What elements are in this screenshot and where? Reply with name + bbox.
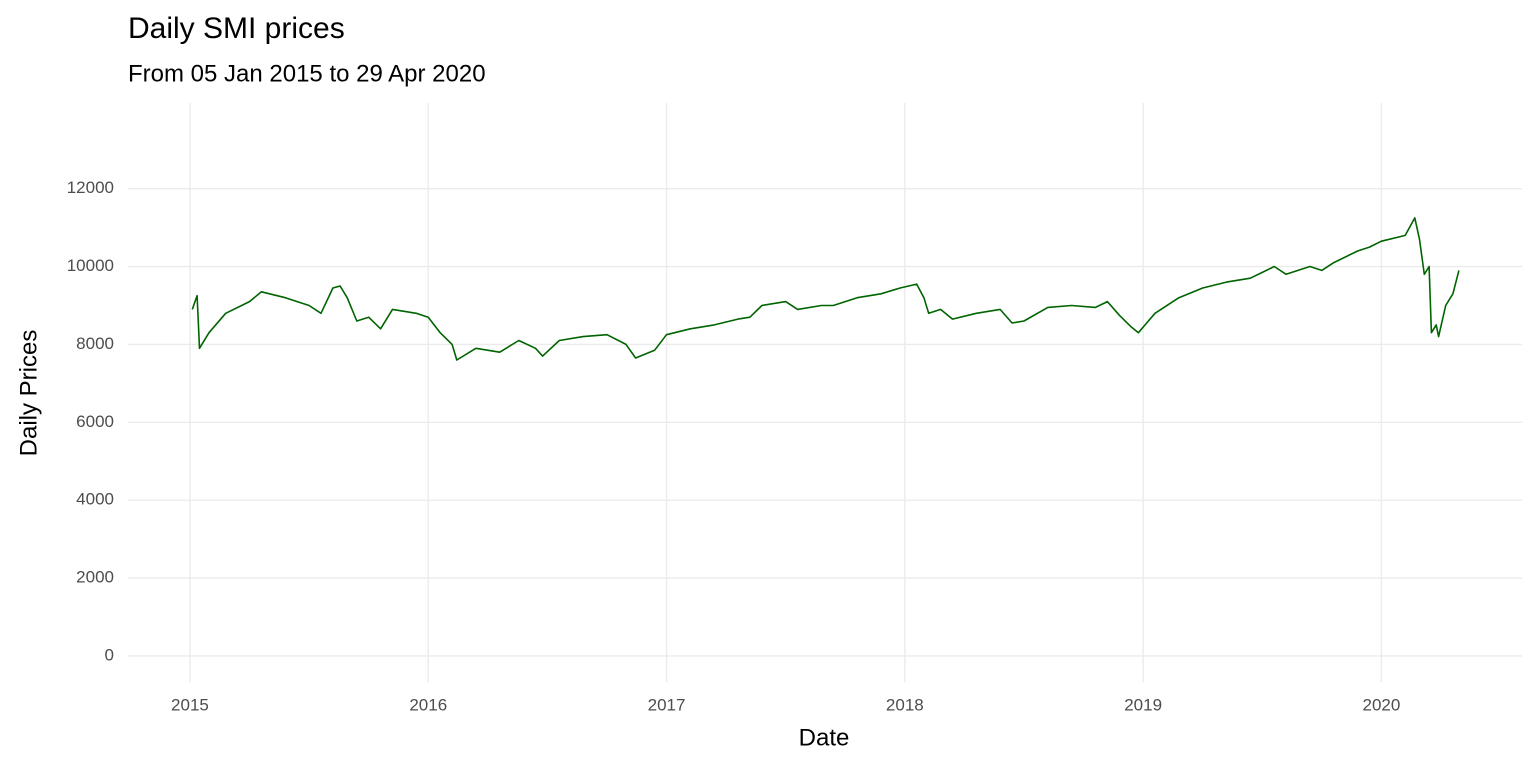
chart-subtitle: From 05 Jan 2015 to 29 Apr 2020 xyxy=(128,60,486,87)
y-tick-label: 2000 xyxy=(76,568,114,587)
y-axis-title: Daily Prices xyxy=(15,330,42,457)
y-tick-label: 4000 xyxy=(76,490,114,509)
price-line xyxy=(191,217,1460,361)
x-tick-label: 2017 xyxy=(648,695,686,714)
y-tick-label: 0 xyxy=(105,645,114,664)
y-tick-label: 6000 xyxy=(76,412,114,431)
x-tick-label: 2020 xyxy=(1362,695,1400,714)
y-tick-label: 10000 xyxy=(67,256,114,275)
x-tick-label: 2018 xyxy=(886,695,924,714)
y-tick-label: 12000 xyxy=(67,178,114,197)
chart-title: Daily SMI prices xyxy=(128,12,345,45)
x-axis-title: Date xyxy=(799,724,850,751)
x-tick-label: 2015 xyxy=(171,695,209,714)
x-tick-label: 2016 xyxy=(409,695,447,714)
x-tick-label: 2019 xyxy=(1124,695,1162,714)
y-tick-label: 8000 xyxy=(76,334,114,353)
